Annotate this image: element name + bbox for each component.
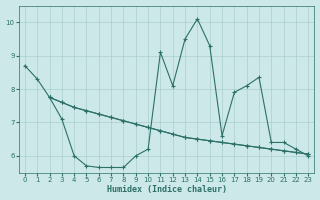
X-axis label: Humidex (Indice chaleur): Humidex (Indice chaleur) — [107, 185, 227, 194]
